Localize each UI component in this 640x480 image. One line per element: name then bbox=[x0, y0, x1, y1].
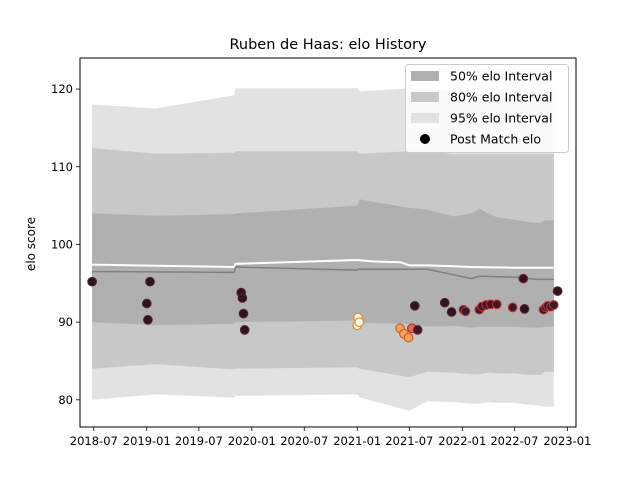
legend-label: Post Match elo bbox=[450, 132, 541, 147]
x-tick-label: 2021-01 bbox=[333, 434, 381, 448]
y-tick-label: 120 bbox=[51, 82, 73, 96]
x-tick-label: 2022-07 bbox=[490, 434, 538, 448]
data-point bbox=[491, 299, 502, 310]
x-tick-label: 2019-07 bbox=[175, 434, 223, 448]
x-tick-label: 2021-07 bbox=[385, 434, 433, 448]
data-point bbox=[439, 297, 450, 308]
data-point bbox=[354, 317, 365, 327]
band-50 bbox=[92, 199, 554, 328]
y-axis-label: elo score bbox=[24, 217, 38, 271]
data-point bbox=[460, 306, 471, 317]
data-point bbox=[507, 302, 518, 313]
legend-label: 80% elo Interval bbox=[450, 90, 552, 105]
data-point bbox=[409, 300, 420, 311]
x-tick-label: 2023-01 bbox=[543, 434, 591, 448]
data-point bbox=[237, 293, 248, 303]
data-point bbox=[519, 304, 530, 314]
y-tick-label: 90 bbox=[58, 315, 73, 329]
legend-label: 50% elo Interval bbox=[450, 69, 552, 84]
data-point bbox=[548, 300, 559, 310]
plot-area: 2018-07 2019-01 2019-07 2020-01 2020-07 2021-… bbox=[51, 57, 591, 448]
x-tick-label: 2020-01 bbox=[228, 434, 276, 448]
data-point bbox=[238, 308, 249, 319]
post-match-points bbox=[87, 273, 563, 343]
data-point bbox=[145, 276, 155, 287]
legend-frame bbox=[405, 64, 569, 153]
x-tick-label: 2020-07 bbox=[280, 434, 328, 448]
data-point bbox=[412, 325, 423, 335]
legend-swatch bbox=[411, 92, 439, 102]
y-tick-label: 110 bbox=[51, 160, 73, 174]
legend-swatch bbox=[411, 113, 439, 123]
data-point bbox=[446, 307, 457, 317]
x-tick-label: 2018-07 bbox=[70, 434, 118, 448]
data-point bbox=[143, 314, 153, 325]
data-point bbox=[239, 325, 250, 335]
data-point bbox=[87, 276, 97, 287]
y-tick-label: 100 bbox=[51, 237, 73, 251]
series-line-0 bbox=[92, 258, 554, 269]
plot-frame bbox=[79, 57, 577, 428]
legend-label: 95% elo Interval bbox=[450, 111, 552, 126]
legend-marker bbox=[420, 134, 430, 144]
x-tick-label: 2022-01 bbox=[438, 434, 486, 448]
x-tick-label: 2019-01 bbox=[123, 434, 171, 448]
legend: 50% elo Interval 80% elo Interval 95% elo … bbox=[405, 64, 569, 153]
data-point bbox=[141, 298, 152, 309]
data-point bbox=[403, 332, 414, 343]
series-line-1 bbox=[92, 266, 554, 281]
legend-swatch bbox=[411, 71, 439, 81]
data-point bbox=[518, 273, 529, 284]
y-tick-label: 80 bbox=[58, 393, 73, 407]
chart-title: Ruben de Haas: elo History bbox=[229, 37, 426, 53]
data-point bbox=[552, 286, 563, 296]
